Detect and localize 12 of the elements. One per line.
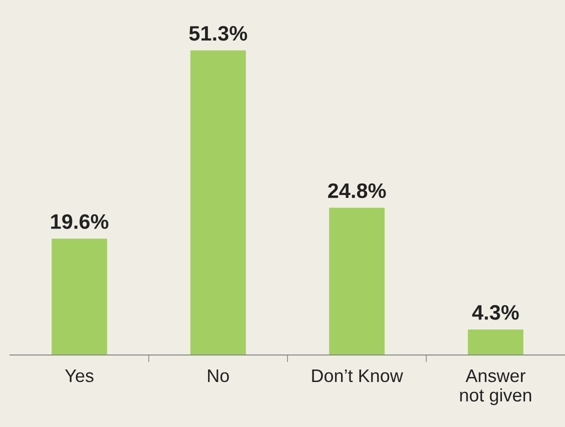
bar [190, 50, 246, 355]
data-label: 4.3% [472, 305, 519, 320]
bar [329, 208, 385, 355]
x-tick-label: Answer not given [460, 370, 532, 406]
x-tick-label: Don’t Know [312, 370, 404, 382]
data-label: 19.6% [51, 214, 108, 229]
bar [52, 238, 108, 355]
data-label: 24.8% [328, 183, 386, 198]
data-label: 51.3% [189, 26, 248, 41]
x-tick-label: Yes [65, 370, 94, 382]
bar [468, 329, 524, 355]
x-tick-label: No [208, 370, 229, 382]
